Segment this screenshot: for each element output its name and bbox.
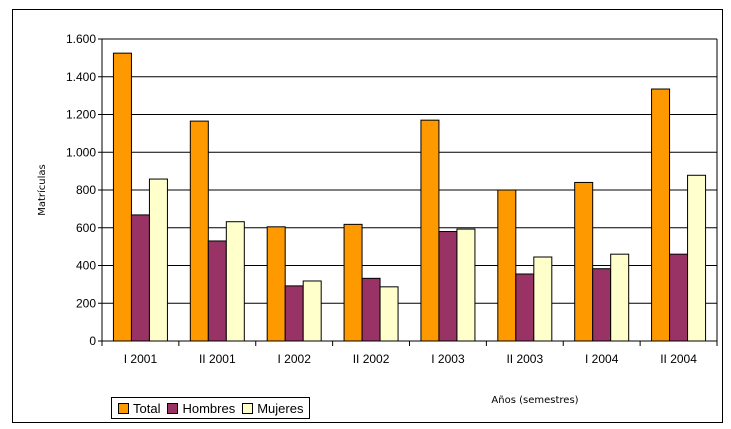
bar-hombres-3 — [284, 285, 304, 342]
x-tick-label: II 2001 — [199, 352, 236, 366]
legend-swatch-mujeres — [242, 402, 254, 414]
bar-mujeres-8 — [687, 174, 707, 342]
y-tick-label: 600 — [76, 221, 96, 235]
legend-item-total: Total — [118, 401, 160, 416]
legend-swatch-hombres — [167, 402, 179, 414]
bar-mujeres-6 — [533, 256, 553, 342]
bar-hombres-4 — [361, 277, 381, 342]
y-tick-label: 1.000 — [66, 145, 96, 159]
x-tick-label: I 2002 — [278, 352, 312, 366]
bar-mujeres-4 — [379, 286, 399, 342]
bar-mujeres-7 — [610, 253, 630, 342]
bar-total-2 — [189, 120, 209, 342]
axes — [98, 38, 718, 346]
legend: Total Hombres Mujeres — [111, 397, 311, 419]
bar-total-5 — [420, 119, 440, 342]
y-tick-label: 800 — [76, 183, 96, 197]
bar-mujeres-5 — [456, 228, 476, 342]
y-tick-labels: 0 200 400 600 800 1.000 1.200 1.400 1.600 — [66, 32, 96, 348]
legend-label-mujeres: Mujeres — [257, 400, 304, 416]
x-tick-label: I 2004 — [585, 352, 619, 366]
bar-total-4 — [343, 223, 363, 342]
y-tick-label: 400 — [76, 259, 96, 273]
y-tick-label: 1.200 — [66, 108, 96, 122]
bar-total-7 — [574, 181, 594, 342]
y-tick-label: 1.400 — [66, 70, 96, 84]
y-tick-label: 1.600 — [66, 32, 96, 46]
bar-hombres-6 — [515, 273, 535, 342]
legend-label-total: Total — [133, 400, 161, 416]
bar-total-1 — [112, 52, 132, 342]
bar-hombres-7 — [592, 268, 612, 342]
legend-item-hombres: Hombres — [167, 401, 235, 416]
x-tick-label: I 2001 — [124, 352, 158, 366]
bars — [112, 52, 707, 342]
bar-mujeres-3 — [302, 280, 322, 342]
bar-total-8 — [651, 88, 671, 342]
x-tick-labels: I 2001 II 2001 I 2002 II 2002 I 2003 II 2003 I… — [124, 352, 697, 366]
bar-total-3 — [266, 226, 286, 342]
bar-hombres-5 — [438, 231, 458, 342]
y-tick-label: 200 — [76, 296, 96, 310]
x-tick-label: I 2003 — [431, 352, 465, 366]
bar-mujeres-2 — [225, 221, 245, 342]
x-axis-title: Años (semestres) — [491, 395, 578, 406]
bar-hombres-1 — [130, 214, 150, 342]
bar-mujeres-1 — [148, 178, 168, 342]
x-tick-label: II 2003 — [506, 352, 543, 366]
y-tick-label: 0 — [89, 334, 96, 348]
bar-total-6 — [497, 189, 517, 342]
bar-hombres-8 — [669, 253, 689, 342]
bar-hombres-2 — [207, 240, 227, 342]
legend-item-mujeres: Mujeres — [242, 401, 303, 416]
legend-swatch-total — [118, 402, 129, 414]
x-tick-label: II 2002 — [353, 352, 390, 366]
y-axis-title: Matrículas — [36, 164, 48, 216]
legend-label-hombres: Hombres — [182, 400, 236, 416]
x-tick-label: II 2004 — [660, 352, 697, 366]
